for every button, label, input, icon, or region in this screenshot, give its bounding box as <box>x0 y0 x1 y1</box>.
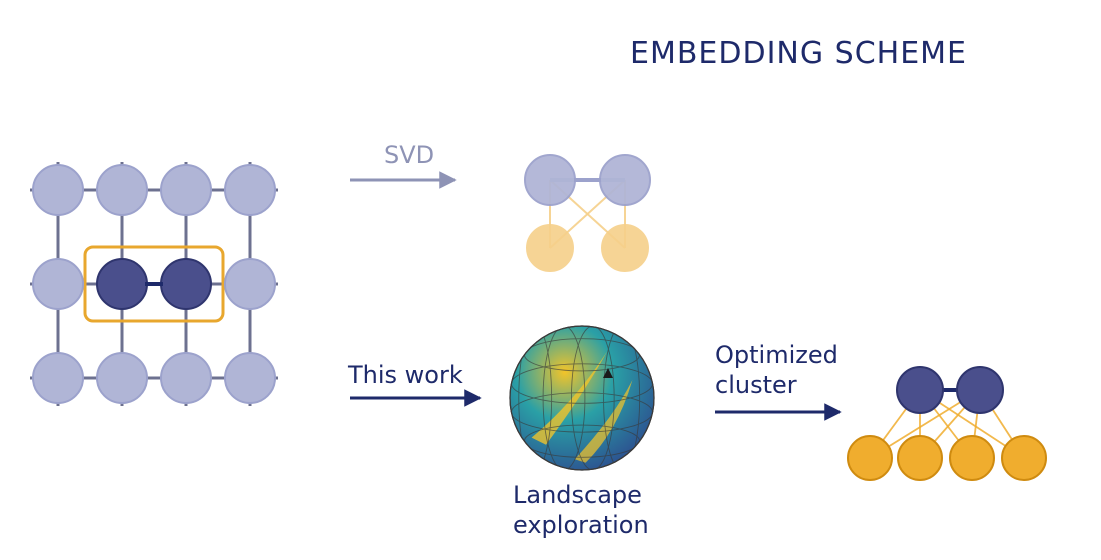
diagram-canvas: EMBEDDING SCHEME SVD This work Landscape… <box>0 0 1101 560</box>
optimized-cluster <box>848 367 1046 480</box>
svd-cluster <box>525 155 650 271</box>
tensor-lattice <box>30 162 278 406</box>
label-optimized: Optimized cluster <box>715 340 838 400</box>
label-this-work: This work <box>348 360 463 390</box>
diagram-svg <box>0 0 1101 560</box>
label-landscape: Landscape exploration <box>513 480 649 540</box>
label-svd: SVD <box>384 140 434 170</box>
landscape-sphere <box>510 326 654 470</box>
